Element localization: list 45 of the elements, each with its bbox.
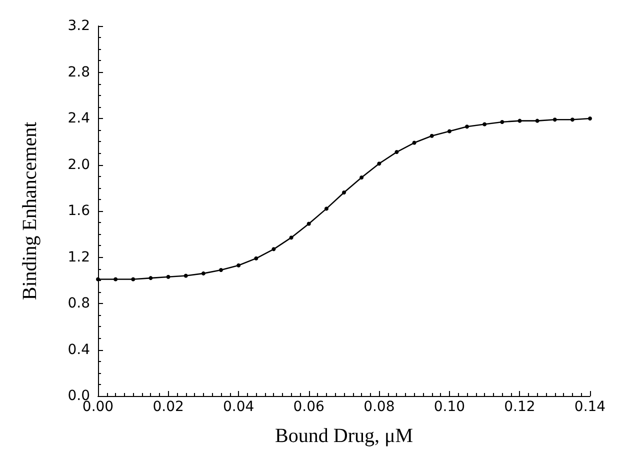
y-tick-label: 2.0 <box>68 156 90 173</box>
point <box>482 122 487 126</box>
point <box>236 263 241 268</box>
point <box>518 118 522 123</box>
y-tick-label: 0.8 <box>68 296 90 312</box>
y-tick-label: 1.2 <box>68 249 90 266</box>
point <box>131 277 136 282</box>
x-tick-label: 0.14 <box>574 399 606 415</box>
x-tick-label: 0.04 <box>222 399 254 415</box>
point <box>306 222 311 226</box>
point <box>500 120 504 124</box>
x-tick-label: 0.12 <box>504 399 536 415</box>
y-tick-label: 2.4 <box>68 110 90 126</box>
point <box>342 190 346 194</box>
point <box>201 271 206 276</box>
point <box>447 129 452 134</box>
x-tick-label: 0.08 <box>364 399 395 415</box>
point <box>465 124 469 129</box>
point <box>430 134 434 138</box>
point <box>219 268 223 272</box>
point <box>166 274 170 279</box>
point <box>184 274 188 278</box>
point <box>148 276 153 280</box>
x-axis-title: Bound Drug, μM <box>275 425 414 447</box>
x-tick-label: 0.02 <box>152 399 184 415</box>
point <box>377 162 382 166</box>
point <box>588 116 592 120</box>
point <box>394 150 399 154</box>
y-axis-title: Binding Enhancement <box>19 121 41 300</box>
point <box>324 206 328 211</box>
y-tick-label: 0.4 <box>68 342 90 358</box>
y-tick-label: 3.2 <box>68 18 90 34</box>
point <box>570 118 574 122</box>
point <box>254 256 258 260</box>
point <box>289 236 294 240</box>
x-tick-label: 0.10 <box>434 399 466 415</box>
point <box>535 118 540 123</box>
point <box>412 140 416 145</box>
point <box>272 247 276 252</box>
point <box>552 118 557 122</box>
y-tick-label: 1.6 <box>68 203 90 219</box>
x-tick-label: 0.06 <box>293 399 325 415</box>
point <box>114 277 118 282</box>
point <box>360 175 364 180</box>
y-tick-label: 2.8 <box>68 64 90 80</box>
